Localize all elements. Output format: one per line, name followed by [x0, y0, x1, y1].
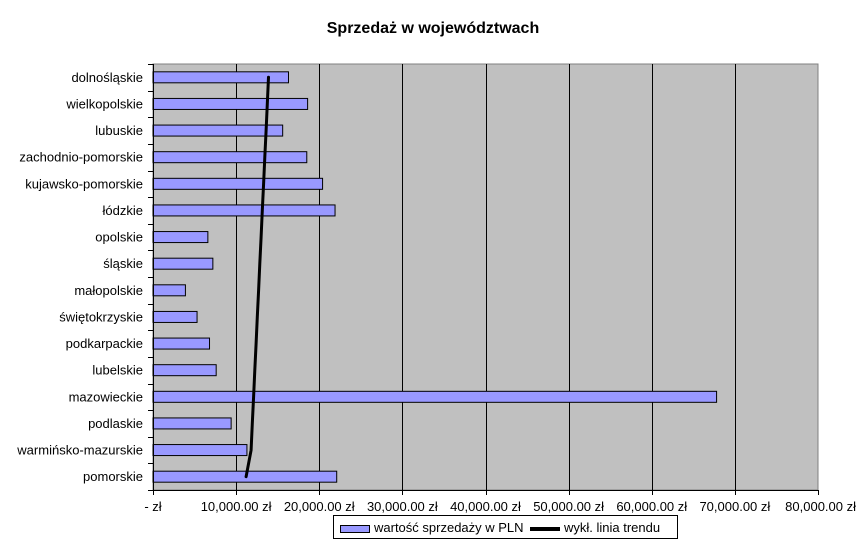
x-tick-label: 80,000.00 zł — [785, 499, 856, 514]
category-label: łódzkie — [103, 203, 143, 218]
x-tick-label: 40,000.00 zł — [450, 499, 521, 514]
bar — [152, 151, 308, 164]
category-label: mazowieckie — [69, 389, 143, 404]
legend-item-sales: wartość sprzedaży w PLN — [340, 520, 524, 536]
category-label: wielkopolskie — [65, 96, 143, 111]
bar — [152, 177, 324, 190]
category-label: lubelskie — [92, 363, 143, 378]
x-tick-label: 50,000.00 zł — [533, 499, 604, 514]
bar — [152, 124, 284, 137]
chart-title: Sprzedaż w województwach — [326, 20, 540, 37]
x-tick-label: 20,000.00 zł — [284, 499, 355, 514]
bar — [152, 390, 718, 403]
bar — [152, 257, 214, 270]
legend-swatch-line — [530, 526, 560, 531]
legend-item-trend: wykł. linia trendu — [530, 520, 660, 536]
category-label: podkarpackie — [66, 336, 143, 351]
x-tick-label: 30,000.00 zł — [367, 499, 438, 514]
x-tick-label: 10,000.00 zł — [201, 499, 272, 514]
trend-line — [244, 75, 270, 479]
category-label: kujawsko-pomorskie — [25, 176, 143, 191]
bar — [152, 284, 186, 297]
category-label: opolskie — [95, 230, 143, 245]
x-tick-label: 60,000.00 zł — [616, 499, 687, 514]
category-label: warmińsko-mazurskie — [16, 443, 143, 458]
bar — [152, 417, 232, 430]
bar — [152, 310, 198, 323]
legend-swatch-bar — [340, 524, 370, 533]
category-label: zachodnio-pomorskie — [19, 150, 143, 165]
category-label: lubuskie — [95, 123, 143, 138]
bar — [152, 231, 209, 244]
legend-label-trend: wykł. linia trendu — [564, 520, 661, 535]
bar — [152, 204, 336, 217]
category-label: małopolskie — [74, 283, 143, 298]
category-label: dolnośląskie — [71, 70, 143, 85]
bar — [152, 337, 211, 350]
bar — [152, 444, 248, 457]
category-label: pomorskie — [83, 469, 143, 484]
x-tick-label: 70,000.00 zł — [699, 499, 770, 514]
bar — [152, 97, 309, 110]
x-tick-label: - zł — [144, 499, 161, 514]
bar — [152, 364, 217, 377]
category-label: podlaskie — [88, 416, 143, 431]
legend: wartość sprzedaży w PLN wykł. linia tren… — [333, 515, 678, 539]
category-label: świętokrzyskie — [59, 309, 143, 324]
legend-label-sales: wartość sprzedaży w PLN — [374, 520, 524, 535]
category-label: śląskie — [103, 256, 143, 271]
